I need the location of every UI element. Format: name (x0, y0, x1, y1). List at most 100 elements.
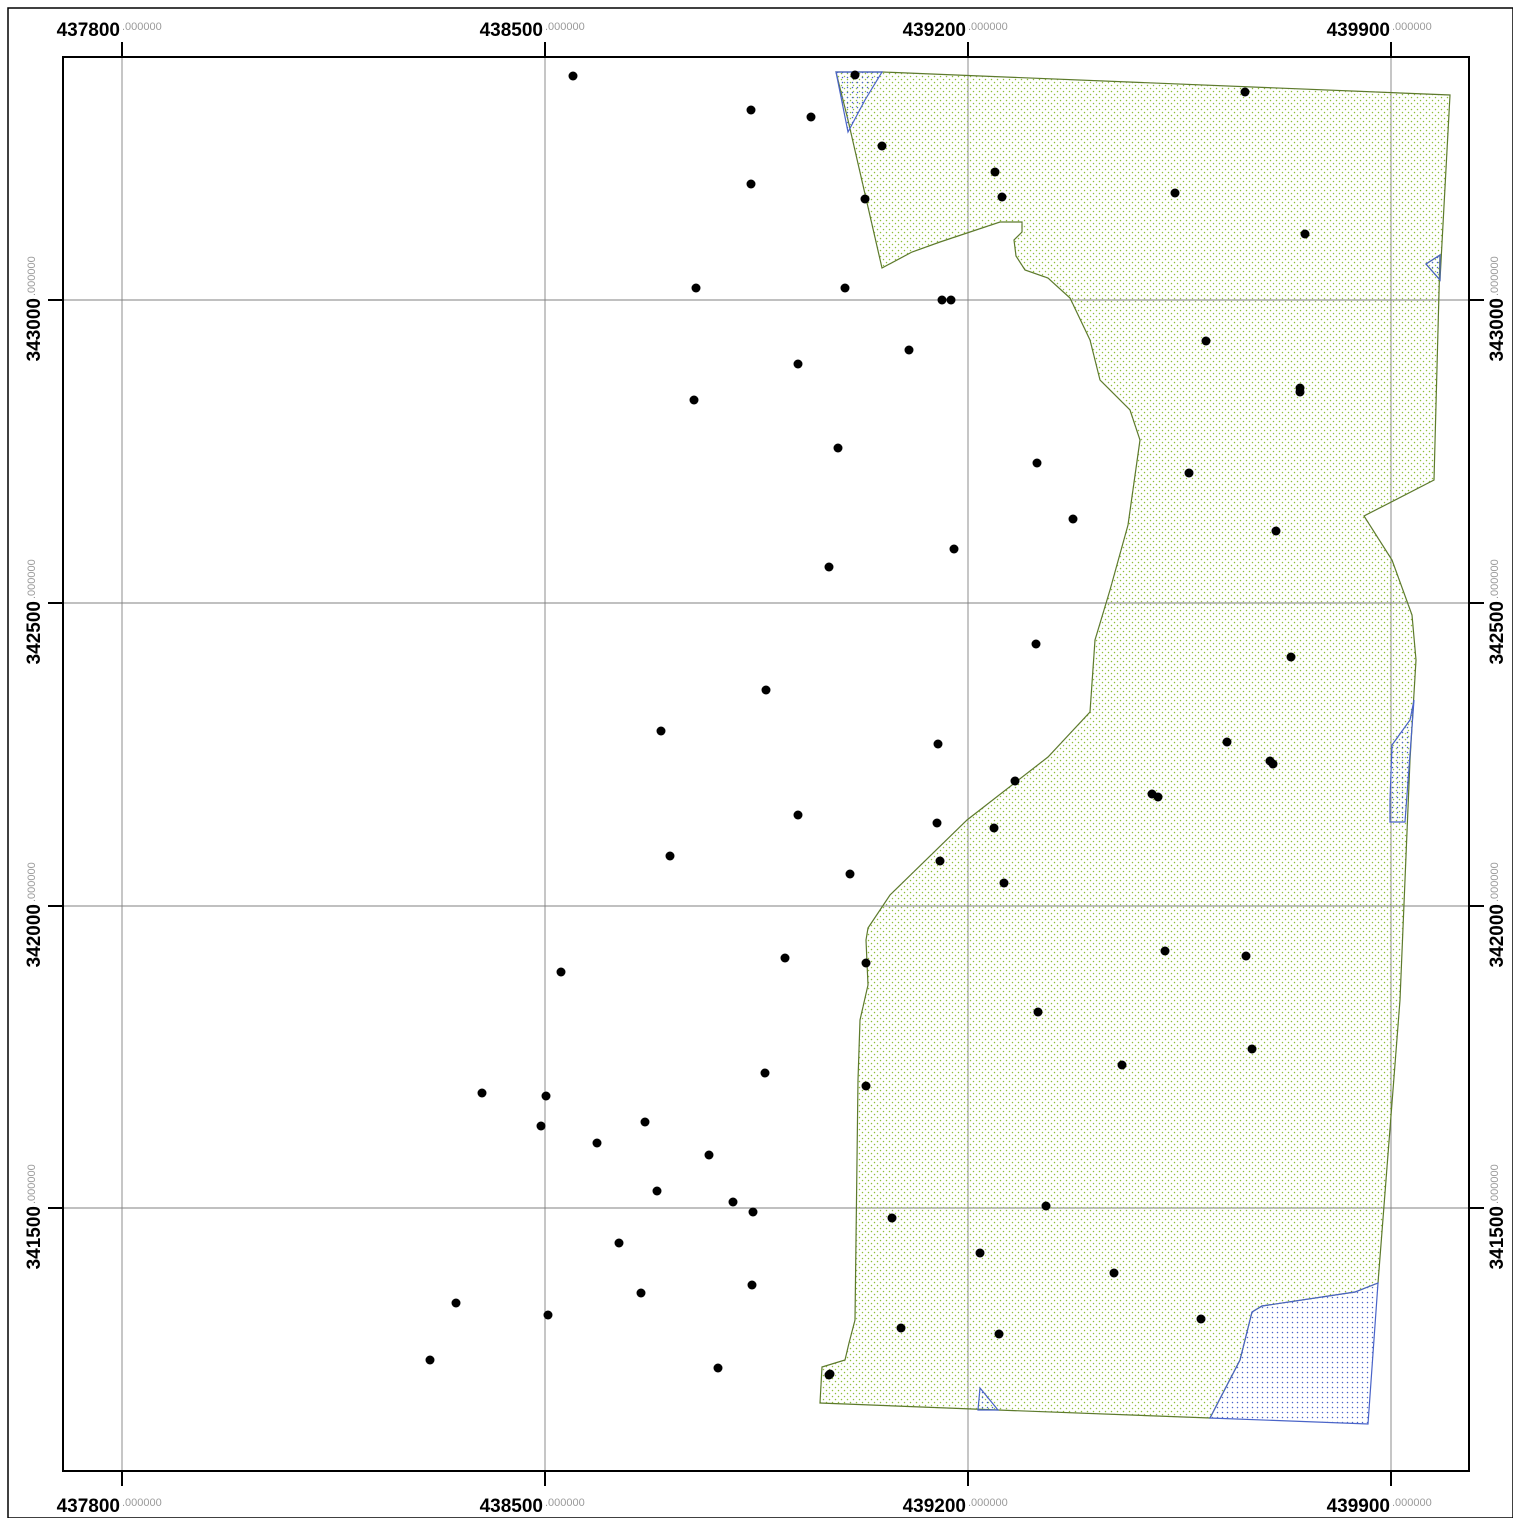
sample-point (1031, 639, 1041, 649)
right-y-label-2: 342000 (1487, 904, 1508, 967)
sample-point (425, 1355, 435, 1365)
sample-point (989, 823, 999, 833)
sample-point (1201, 336, 1211, 346)
sample-point (1241, 951, 1251, 961)
sample-point (1286, 652, 1296, 662)
parcel-layer (819, 71, 1451, 1419)
sample-point (833, 443, 843, 453)
sample-point (689, 395, 699, 405)
bottom-x-label-2: 439200 (903, 1496, 966, 1517)
right-y-label-1: 342500 (1487, 601, 1508, 664)
sample-point (949, 544, 959, 554)
left-y-label-2: 342000 (24, 904, 45, 967)
sample-point (1010, 776, 1020, 786)
top-x-label-2-decimal: .000000 (968, 21, 1008, 33)
sample-point (806, 112, 816, 122)
sample-point (713, 1363, 723, 1373)
sample-point (932, 818, 942, 828)
sample-point (1268, 759, 1278, 769)
sample-point (937, 295, 947, 305)
sample-point (1300, 229, 1310, 239)
sample-point (761, 685, 771, 695)
top-x-label-2: 439200 (903, 20, 966, 41)
bottom-x-label-1: 438500 (480, 1496, 543, 1517)
sample-point (477, 1088, 487, 1098)
blue-area-layer (835, 71, 1441, 1425)
sample-point (1240, 87, 1250, 97)
sample-point (860, 194, 870, 204)
blue-area-south (977, 1386, 1000, 1411)
sample-point (556, 967, 566, 977)
sample-point (780, 953, 790, 963)
sample-point (1041, 1201, 1051, 1211)
map-frame (62, 56, 1470, 1472)
right-y-label-0: 343000 (1487, 298, 1508, 361)
sample-point (935, 856, 945, 866)
sample-point (1170, 188, 1180, 198)
sample-point (861, 958, 871, 968)
sample-point (990, 167, 1000, 177)
sample-points-layer (425, 70, 1310, 1380)
sample-point (946, 295, 956, 305)
sample-point (760, 1068, 770, 1078)
right-y-label-3: 341500 (1487, 1206, 1508, 1269)
sample-point (746, 105, 756, 115)
sample-point (861, 1081, 871, 1091)
sample-point (747, 1280, 757, 1290)
sample-point (640, 1117, 650, 1127)
sample-point (1032, 458, 1042, 468)
sample-point (614, 1238, 624, 1248)
sample-point (543, 1310, 553, 1320)
sample-point (652, 1186, 662, 1196)
blue-area-northwest (835, 71, 884, 134)
sample-point (1196, 1314, 1206, 1324)
sample-point (704, 1150, 714, 1160)
sample-point (850, 70, 860, 80)
top-x-label-3-decimal: .000000 (1392, 21, 1432, 33)
sample-point (1160, 946, 1170, 956)
left-y-label-1: 342500 (24, 601, 45, 664)
sample-point (999, 878, 1009, 888)
left-y-label-3-decimal: .000000 (26, 1164, 38, 1204)
left-y-labels: 343000 .000000 342500 .000000 342000 .00… (24, 256, 45, 1269)
sample-point (636, 1288, 646, 1298)
blue-area-southeast (1209, 1282, 1379, 1425)
bottom-x-label-3: 439900 (1327, 1496, 1390, 1517)
bottom-x-label-1-decimal: .000000 (545, 1497, 585, 1509)
sample-point (1271, 526, 1281, 536)
right-y-label-1-decimal: .000000 (1489, 559, 1501, 599)
sample-point (536, 1121, 546, 1131)
right-y-label-2-decimal: .000000 (1489, 862, 1501, 902)
sample-point (541, 1091, 551, 1101)
sample-point (1033, 1007, 1043, 1017)
frame-ticks (48, 42, 1484, 1486)
sample-point (896, 1323, 906, 1333)
outer-neatline (7, 7, 1513, 1518)
sample-point (825, 1369, 835, 1379)
sample-point (728, 1197, 738, 1207)
sample-point (1117, 1060, 1127, 1070)
sample-point (691, 283, 701, 293)
sample-point (748, 1207, 758, 1217)
bottom-x-label-3-decimal: .000000 (1392, 1497, 1432, 1509)
sample-point (887, 1213, 897, 1223)
sample-point (568, 71, 578, 81)
sample-point (656, 726, 666, 736)
bottom-x-label-0-decimal: .000000 (122, 1497, 162, 1509)
sample-point (845, 869, 855, 879)
right-y-label-0-decimal: .000000 (1489, 256, 1501, 296)
right-y-label-3-decimal: .000000 (1489, 1164, 1501, 1204)
left-y-label-2-decimal: .000000 (26, 862, 38, 902)
top-x-label-0: 437800 (57, 20, 120, 41)
sample-point (904, 345, 914, 355)
bottom-x-label-2-decimal: .000000 (968, 1497, 1008, 1509)
top-x-label-0-decimal: .000000 (122, 21, 162, 33)
sample-point (824, 562, 834, 572)
left-y-label-3: 341500 (24, 1206, 45, 1269)
sample-point (997, 192, 1007, 202)
parcel-polygon (819, 71, 1451, 1419)
sample-point (1184, 468, 1194, 478)
bottom-x-label-0: 437800 (57, 1496, 120, 1517)
sample-point (793, 810, 803, 820)
